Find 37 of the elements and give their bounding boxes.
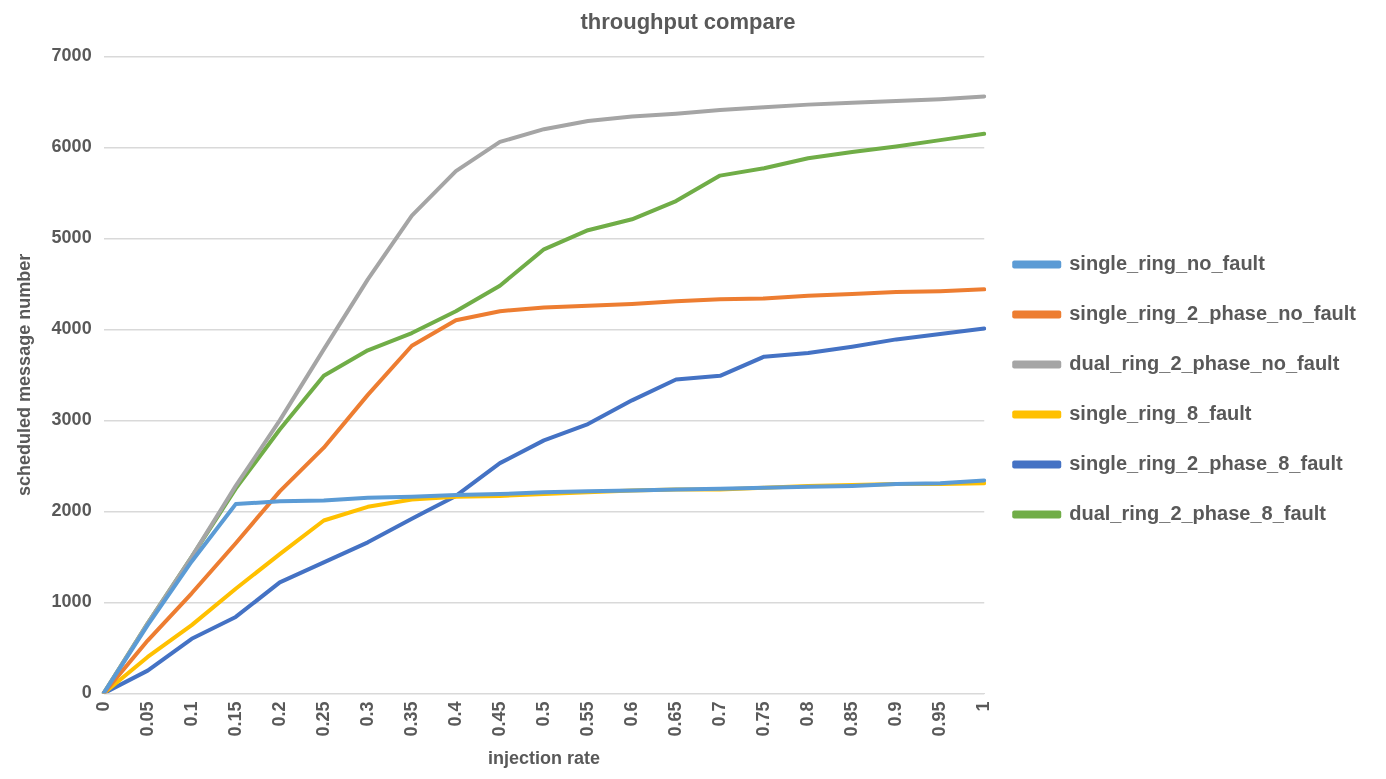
- x-tick-label: 0.25: [312, 701, 333, 737]
- y-tick-label: 7000: [51, 45, 92, 66]
- x-tick-label: 0.15: [224, 701, 245, 737]
- legend-label: single_ring_2_phase_no_fault: [1069, 302, 1357, 325]
- y-tick-label: 1000: [51, 591, 92, 612]
- legend-label: single_ring_2_phase_8_fault: [1069, 452, 1344, 475]
- x-tick-label: 0.7: [709, 701, 730, 727]
- x-tick-label: 0.45: [488, 701, 509, 737]
- x-tick-label: 0.95: [929, 701, 950, 737]
- x-tick-label: 0.35: [400, 701, 421, 737]
- legend-label: dual_ring_2_phase_8_fault: [1069, 502, 1327, 525]
- x-tick-label: 0: [92, 701, 113, 712]
- x-tick-label: 0.6: [620, 701, 641, 727]
- y-tick-label: 3000: [51, 409, 92, 430]
- y-tick-label: 4000: [51, 318, 92, 339]
- x-tick-label: 0.8: [797, 701, 818, 727]
- y-axis-title: scheduled message number: [13, 253, 34, 496]
- x-tick-label: 0.4: [444, 701, 465, 727]
- x-tick-label: 0.9: [885, 701, 906, 727]
- x-tick-label: 0.85: [841, 701, 862, 737]
- y-tick-label: 5000: [51, 227, 92, 248]
- y-tick-label: 2000: [51, 500, 92, 521]
- x-tick-label: 0.3: [356, 701, 377, 727]
- x-tick-label: 0.75: [753, 701, 774, 737]
- legend-label: single_ring_no_fault: [1069, 252, 1266, 275]
- x-tick-label: 0.65: [665, 701, 685, 737]
- x-tick-label: 1: [973, 701, 994, 712]
- x-tick-label: 0.1: [180, 701, 201, 727]
- chart-title: throughput compare: [580, 9, 796, 35]
- x-tick-label: 0.2: [268, 701, 289, 727]
- x-tick-label: 0.05: [136, 701, 157, 737]
- x-tick-label: 0.5: [532, 701, 553, 727]
- y-tick-label: 6000: [51, 136, 92, 157]
- legend-label: dual_ring_2_phase_no_fault: [1069, 352, 1340, 375]
- x-tick-label: 0.55: [576, 701, 597, 737]
- legend-label: single_ring_8_fault: [1069, 402, 1252, 425]
- x-axis-title: injection rate: [487, 748, 600, 769]
